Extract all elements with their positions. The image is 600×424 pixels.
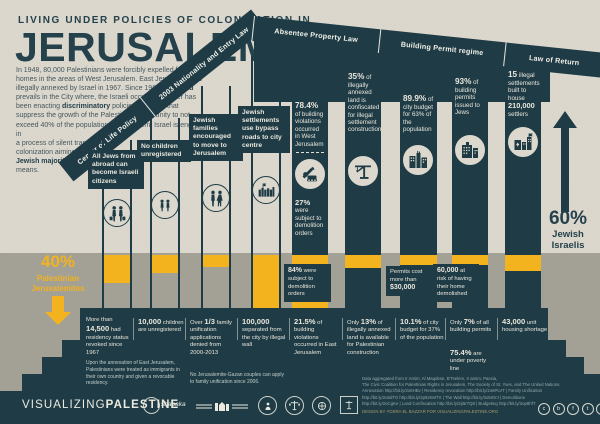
stat-divider	[497, 318, 498, 340]
tower-crane-icon	[347, 155, 379, 187]
column3-label: Jewish families encouraged to move to Je…	[189, 114, 243, 161]
children-icon	[151, 191, 179, 219]
note-revocable-residency: Upon the annexation of East Jerusalem, P…	[86, 360, 180, 387]
dashed-divider	[296, 152, 324, 153]
up-arrow-shaft	[561, 127, 569, 212]
city-budget-buildings-icon	[402, 144, 434, 176]
eyebrow-title: LIVING UNDER POLICIES OF COLONISATION IN	[18, 15, 312, 26]
stat-illegal-settlements: 15 illegal settlements built to house 21…	[508, 70, 540, 119]
twitter-icon[interactable]: t	[581, 403, 594, 415]
stat-land-confiscated: 35% of illegally annexed land is confisc…	[348, 72, 382, 134]
bypass-road-buildings-icon	[252, 176, 280, 204]
column6-body	[345, 96, 381, 308]
instagram-icon[interactable]: i	[596, 403, 600, 415]
family-icon	[202, 184, 230, 212]
community-association-logo	[196, 400, 248, 418]
bottom-stat-land-available: Only 13% of illegally annexed land is av…	[347, 317, 391, 356]
column-line	[229, 86, 231, 308]
stat-permits-to-jews: 93% of building permits issued to Jews	[455, 77, 480, 117]
visualizing-palestine-logo: VISUALIZINGPALESTINE	[22, 399, 180, 411]
bottom-stat-housing-shortage: 43,000 unit housing shortage	[502, 317, 548, 334]
stat-city-budget-63: 89.9% of city budget for 63% of the popu…	[403, 94, 434, 134]
stat-divider	[395, 318, 396, 340]
sources-block: Data aggregated from Ir Amim, Al Maqdese…	[362, 376, 568, 415]
column-line	[130, 140, 132, 308]
yellow-segment-col7	[400, 255, 437, 265]
yellow-segment-col6	[345, 255, 381, 268]
stat-divider	[445, 318, 446, 340]
bottom-stat-city-budget-37: 10.1% of city budget for 37% of the popu…	[400, 317, 444, 341]
am-justice-logo	[340, 396, 358, 414]
base-step-1	[80, 308, 548, 340]
base-step-3	[42, 357, 584, 374]
base-step-4	[22, 374, 600, 391]
column4-label: Jewish settlements use bypass roads to c…	[238, 106, 290, 153]
design-credit: DESIGN BY YOSRA EL BAZZAR FOR VISUALIZIN…	[362, 409, 499, 415]
yellow-segment-col4	[253, 255, 279, 308]
facebook-icon[interactable]: f	[567, 403, 579, 415]
source-line: Data aggregated from Ir Amim, Al Maqdese…	[362, 376, 498, 381]
bottom-stat-family-unification: Over 1/3 family unification applications…	[190, 317, 232, 356]
column-line	[102, 140, 104, 308]
band-label-permit-cost: Permits cost more than $30,000	[386, 266, 431, 297]
jewish-label: Jewish Israelis	[551, 229, 585, 251]
migrants-with-luggage-icon	[103, 199, 131, 227]
stat-divider	[342, 318, 343, 340]
attribution-icon[interactable]: b	[552, 403, 565, 415]
band-label-84-demolition: 84% were subject to demolition orders	[284, 264, 331, 302]
yellow-segment-col8	[452, 255, 488, 265]
bottom-stat-all-building-permits: Only 7% of all building permits	[450, 317, 492, 334]
source-line: Annexation http://bit.ly/2o6HBv | Reside…	[362, 388, 543, 394]
stat-west-jerusalem-violations: 78.4% of building violations occurred in…	[295, 101, 324, 148]
yellow-segment-col1	[104, 255, 130, 283]
bottom-stat-east-jerusalem-violations: 21.5% of building violations occurred in…	[294, 317, 337, 356]
yellow-segment-col9	[505, 255, 541, 271]
column-line	[279, 56, 281, 308]
palestinian-label: Palestinian Jerusalemites	[31, 274, 85, 293]
yellow-segment-col2	[152, 255, 178, 273]
un-emblem-logo	[312, 396, 331, 415]
cc-icon[interactable]: c	[538, 403, 550, 415]
wrecking-crane-icon	[294, 158, 326, 190]
yellow-segment-col3	[203, 255, 229, 267]
bottom-stat-separated-by-wall: 100,000 separated from the city by illeg…	[242, 317, 286, 349]
column-line	[251, 56, 253, 308]
stat-divider	[133, 318, 134, 340]
permit-building-icon	[454, 134, 486, 166]
social-icons-row: c b f t i	[538, 403, 600, 415]
column1-label: All Jews from abroad can become Israeli …	[88, 150, 144, 189]
st-yves-scales-logo	[285, 396, 304, 415]
jewish-percentage: 60%	[548, 208, 588, 229]
base-step-2	[62, 340, 566, 357]
source-line: The Civic Coalition for Palestinian Righ…	[362, 382, 561, 388]
source-line: http://bit.ly/2oCgKe | Land Confiscation…	[362, 400, 536, 406]
column-line	[150, 118, 152, 308]
shabaka-logo	[143, 397, 160, 414]
civic-coalition-emblem-logo	[258, 396, 277, 415]
palestinian-percentage: 40%	[40, 252, 76, 271]
bottom-stat-residency-revoked: More than 14,500 had residency status re…	[86, 317, 129, 356]
stat-divider	[185, 318, 186, 340]
stat-27-demolition-orders: 27% were subject to demolition orders	[295, 198, 324, 237]
up-arrow-icon	[553, 111, 577, 128]
stat-divider	[237, 318, 238, 340]
column2-label: No children unregistered	[137, 140, 191, 163]
down-arrow-shaft	[52, 296, 64, 312]
bottom-stat-children-unregistered: 10,000 children are unregistered	[138, 317, 184, 334]
down-arrow-icon	[45, 312, 71, 325]
note-gazan-couples: No Jerusalemite-Gazan couples can apply …	[190, 372, 284, 385]
source-line: http://bit.ly/2o8dTO http://bit.ly/2p5zK…	[362, 394, 525, 400]
stat-divider	[289, 318, 290, 340]
band-label-60000-at-risk: 60,000 at risk of having their home demo…	[433, 264, 479, 302]
settlements-star-icon	[507, 126, 539, 158]
shabaka-logo-text: shabaka	[161, 401, 186, 408]
bottom-stat-poverty-line: 75.4% are under poverty line	[450, 348, 487, 372]
column-line	[178, 118, 180, 308]
